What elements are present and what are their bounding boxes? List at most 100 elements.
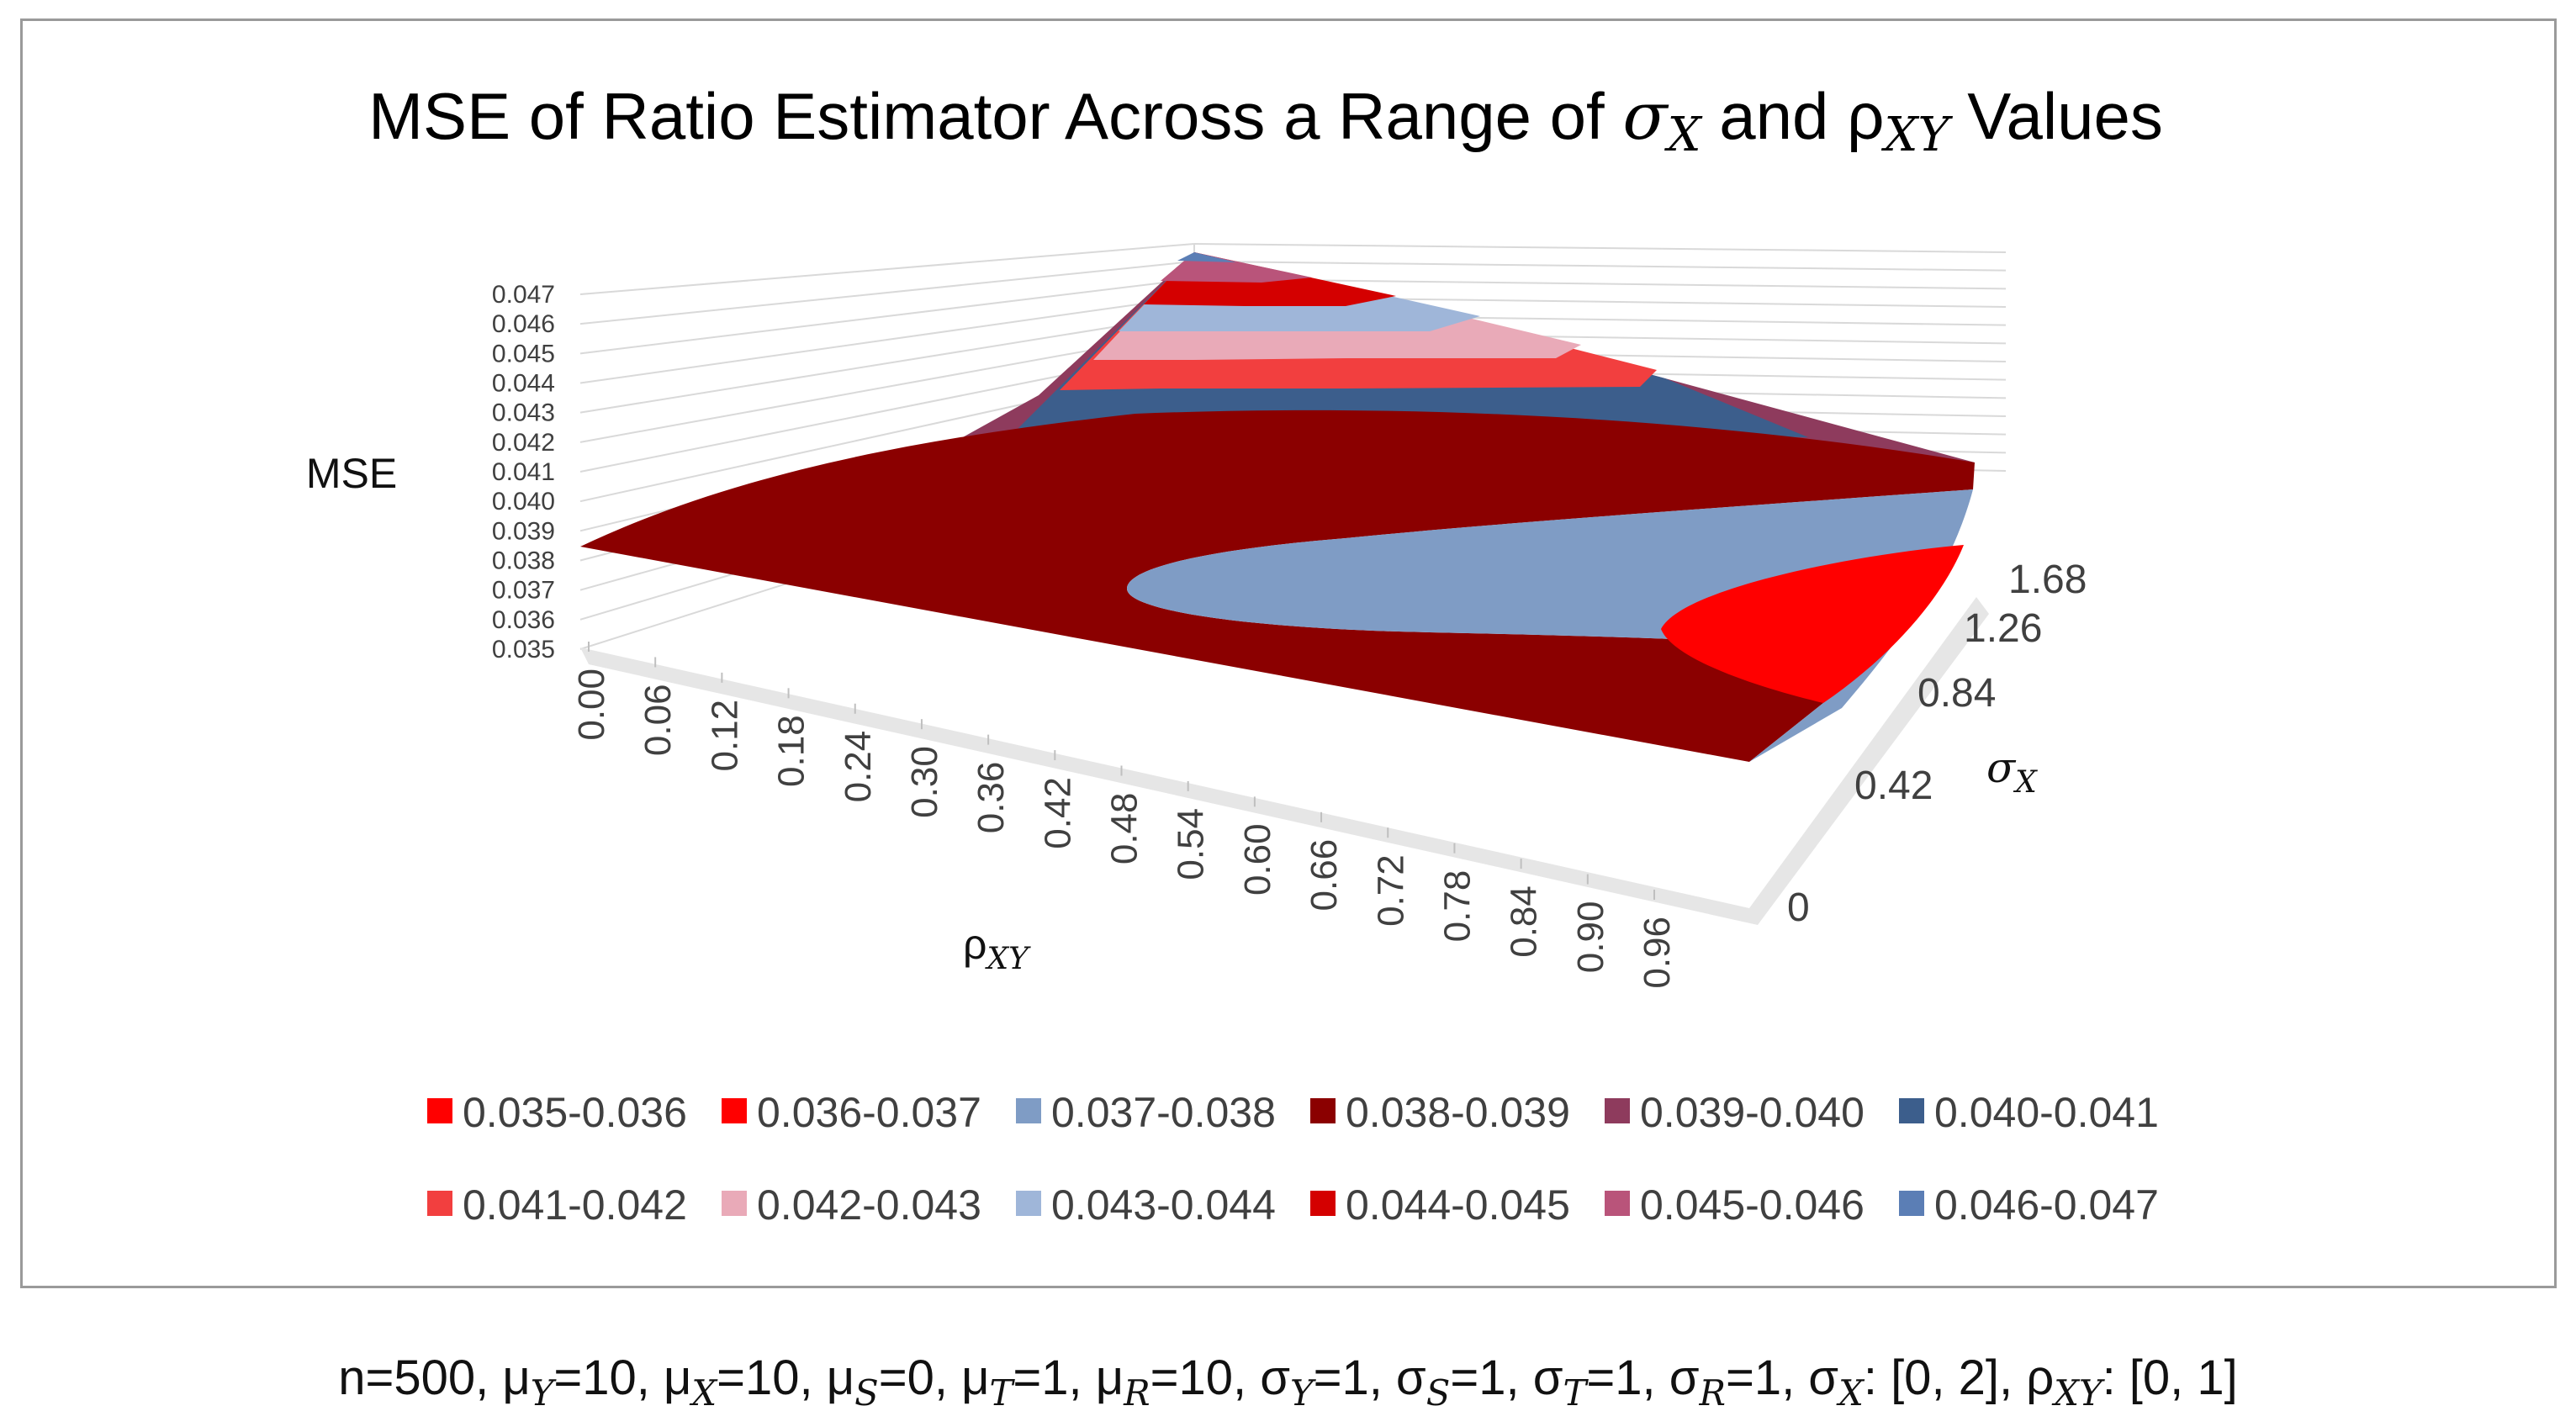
z-gridline-left bbox=[579, 313, 1195, 414]
y-tick-label: 1.68 bbox=[2008, 558, 2087, 602]
caption-text: =1, σ bbox=[1313, 1350, 1426, 1405]
y-tick-label: 0.42 bbox=[1854, 764, 1933, 808]
legend-item: 0.040-0.041 bbox=[1899, 1089, 2159, 1136]
caption-subscript: Y bbox=[1290, 1372, 1314, 1414]
legend-item: 0.044-0.045 bbox=[1310, 1181, 1570, 1229]
title-mid: and ρ bbox=[1701, 79, 1885, 153]
caption-subscript: T bbox=[989, 1372, 1013, 1414]
legend-label: 0.035-0.036 bbox=[463, 1089, 687, 1136]
caption-text: =10, μ bbox=[717, 1350, 855, 1405]
y-tick-label: 1.26 bbox=[1964, 606, 2042, 651]
caption-subscript: XY bbox=[2054, 1372, 2103, 1414]
surface-plot bbox=[580, 252, 1975, 762]
caption-subscript: S bbox=[1426, 1372, 1451, 1414]
caption-text: : [0, 1] bbox=[2102, 1350, 2238, 1405]
x-tick-label: 0.72 bbox=[1370, 854, 1411, 927]
x-tick-label: 0.78 bbox=[1436, 870, 1478, 943]
z-tick-label: 0.046 bbox=[492, 310, 555, 338]
x-tick-label: 0.06 bbox=[637, 684, 679, 756]
legend-swatch bbox=[1899, 1191, 1924, 1216]
caption-subscript: S bbox=[854, 1372, 879, 1414]
surface-band-0.038-0.039 bbox=[580, 410, 1975, 762]
title-sigma: σ bbox=[1622, 79, 1669, 155]
y-axis-label-base: σ bbox=[1986, 743, 2017, 792]
caption-subscript: X bbox=[691, 1372, 717, 1414]
z-tick-label: 0.039 bbox=[492, 517, 555, 545]
legend-swatch bbox=[1016, 1098, 1041, 1123]
chart-title: MSE of Ratio Estimator Across a Range of… bbox=[368, 79, 2163, 162]
x-tick-label: 0.84 bbox=[1504, 885, 1545, 958]
x-axis-label: ρXY bbox=[963, 921, 1031, 976]
caption-text: : [0, 2], ρ bbox=[1863, 1350, 2055, 1405]
caption-text: =1, σ bbox=[1725, 1350, 1839, 1405]
y-axis-ticks: 0 0.42 0.84 1.261.68 bbox=[1787, 558, 2087, 930]
y-axis-label-sub: X bbox=[2013, 765, 2038, 800]
legend-item: 0.036-0.037 bbox=[722, 1089, 981, 1136]
x-tick-label: 0.90 bbox=[1570, 901, 1611, 974]
z-gridline-right bbox=[1193, 277, 2007, 290]
z-tick-label: 0.038 bbox=[492, 547, 555, 575]
legend-item: 0.041-0.042 bbox=[427, 1181, 687, 1229]
surface-band-0.037-0.038 bbox=[1127, 489, 1973, 762]
legend-swatch bbox=[722, 1191, 747, 1216]
legend-swatch bbox=[1310, 1191, 1336, 1216]
parameter-caption: n=500, μY=10, μX=10, μS=0, μT=1, μR=10, … bbox=[0, 1350, 2576, 1414]
z-tick-label: 0.035 bbox=[492, 636, 555, 663]
legend-label: 0.044-0.045 bbox=[1346, 1181, 1570, 1229]
z-axis-label: MSE bbox=[306, 450, 397, 497]
x-axis-ticks: 0.00 0.06 0.12 0.18 0.24 0.30 0.36 0.42 0.48 0.54… bbox=[571, 642, 1678, 989]
legend-item: 0.043-0.044 bbox=[1016, 1181, 1276, 1229]
title-rho-sub: XY bbox=[1880, 108, 1953, 162]
legend-swatch bbox=[722, 1098, 747, 1123]
legend-item: 0.046-0.047 bbox=[1899, 1181, 2159, 1229]
legend-swatch bbox=[1310, 1098, 1336, 1123]
z-gridline-left bbox=[579, 277, 1195, 355]
x-tick-label: 0.30 bbox=[904, 746, 945, 818]
z-tick-label: 0.037 bbox=[492, 577, 555, 605]
legend-label: 0.043-0.044 bbox=[1051, 1181, 1276, 1229]
caption-subscript: X bbox=[1838, 1372, 1864, 1414]
x-tick-label: 0.54 bbox=[1171, 808, 1212, 880]
x-tick-label: 0.36 bbox=[971, 762, 1012, 834]
legend-label: 0.040-0.041 bbox=[1934, 1089, 2159, 1136]
z-tick-label: 0.047 bbox=[492, 281, 555, 309]
z-tick-label: 0.041 bbox=[492, 458, 555, 486]
legend-swatch bbox=[1016, 1191, 1041, 1216]
y-tick-label: 0.84 bbox=[1917, 671, 1996, 716]
x-tick-label: 0.00 bbox=[571, 669, 612, 741]
y-tick-label: 0 bbox=[1787, 885, 1810, 930]
legend-label: 0.036-0.037 bbox=[757, 1089, 981, 1136]
z-gridline-right bbox=[1193, 243, 2007, 253]
caption-text: =1, σ bbox=[1586, 1350, 1700, 1405]
surface-band-0.046-0.047 bbox=[1177, 252, 1236, 262]
caption-text: =10, μ bbox=[553, 1350, 692, 1405]
x-axis-label-base: ρ bbox=[963, 921, 986, 968]
caption-subscript: R bbox=[1124, 1372, 1150, 1414]
caption-subscript: Y bbox=[530, 1372, 554, 1414]
y-axis-label: σX bbox=[1986, 743, 2038, 800]
legend-swatch bbox=[1899, 1098, 1924, 1123]
legend-label: 0.037-0.038 bbox=[1051, 1089, 1276, 1136]
z-tick-label: 0.042 bbox=[492, 429, 555, 457]
legend-item: 0.038-0.039 bbox=[1310, 1089, 1570, 1136]
z-gridline-left bbox=[579, 260, 1195, 325]
legend-item: 0.045-0.046 bbox=[1605, 1181, 1865, 1229]
x-tick-label: 0.18 bbox=[771, 715, 812, 787]
caption-text: =10, σ bbox=[1150, 1350, 1291, 1405]
surface-band-0.035-0.037 bbox=[1661, 545, 1964, 703]
z-tick-label: 0.045 bbox=[492, 340, 555, 367]
legend-item: 0.035-0.036 bbox=[427, 1089, 687, 1136]
legend-label: 0.038-0.039 bbox=[1346, 1089, 1570, 1136]
legend-swatch bbox=[427, 1191, 452, 1216]
legend-label: 0.045-0.046 bbox=[1640, 1181, 1865, 1229]
legend-label: 0.046-0.047 bbox=[1934, 1181, 2159, 1229]
legend-label: 0.039-0.040 bbox=[1640, 1089, 1865, 1136]
legend-label: 0.041-0.042 bbox=[463, 1181, 687, 1229]
caption-subscript: T bbox=[1563, 1372, 1587, 1414]
legend-item: 0.037-0.038 bbox=[1016, 1089, 1276, 1136]
x-tick-label: 0.12 bbox=[704, 700, 745, 772]
title-prefix: MSE of Ratio Estimator Across a Range of bbox=[368, 79, 1622, 153]
legend-item: 0.039-0.040 bbox=[1605, 1089, 1865, 1136]
legend-swatch bbox=[1605, 1191, 1630, 1216]
